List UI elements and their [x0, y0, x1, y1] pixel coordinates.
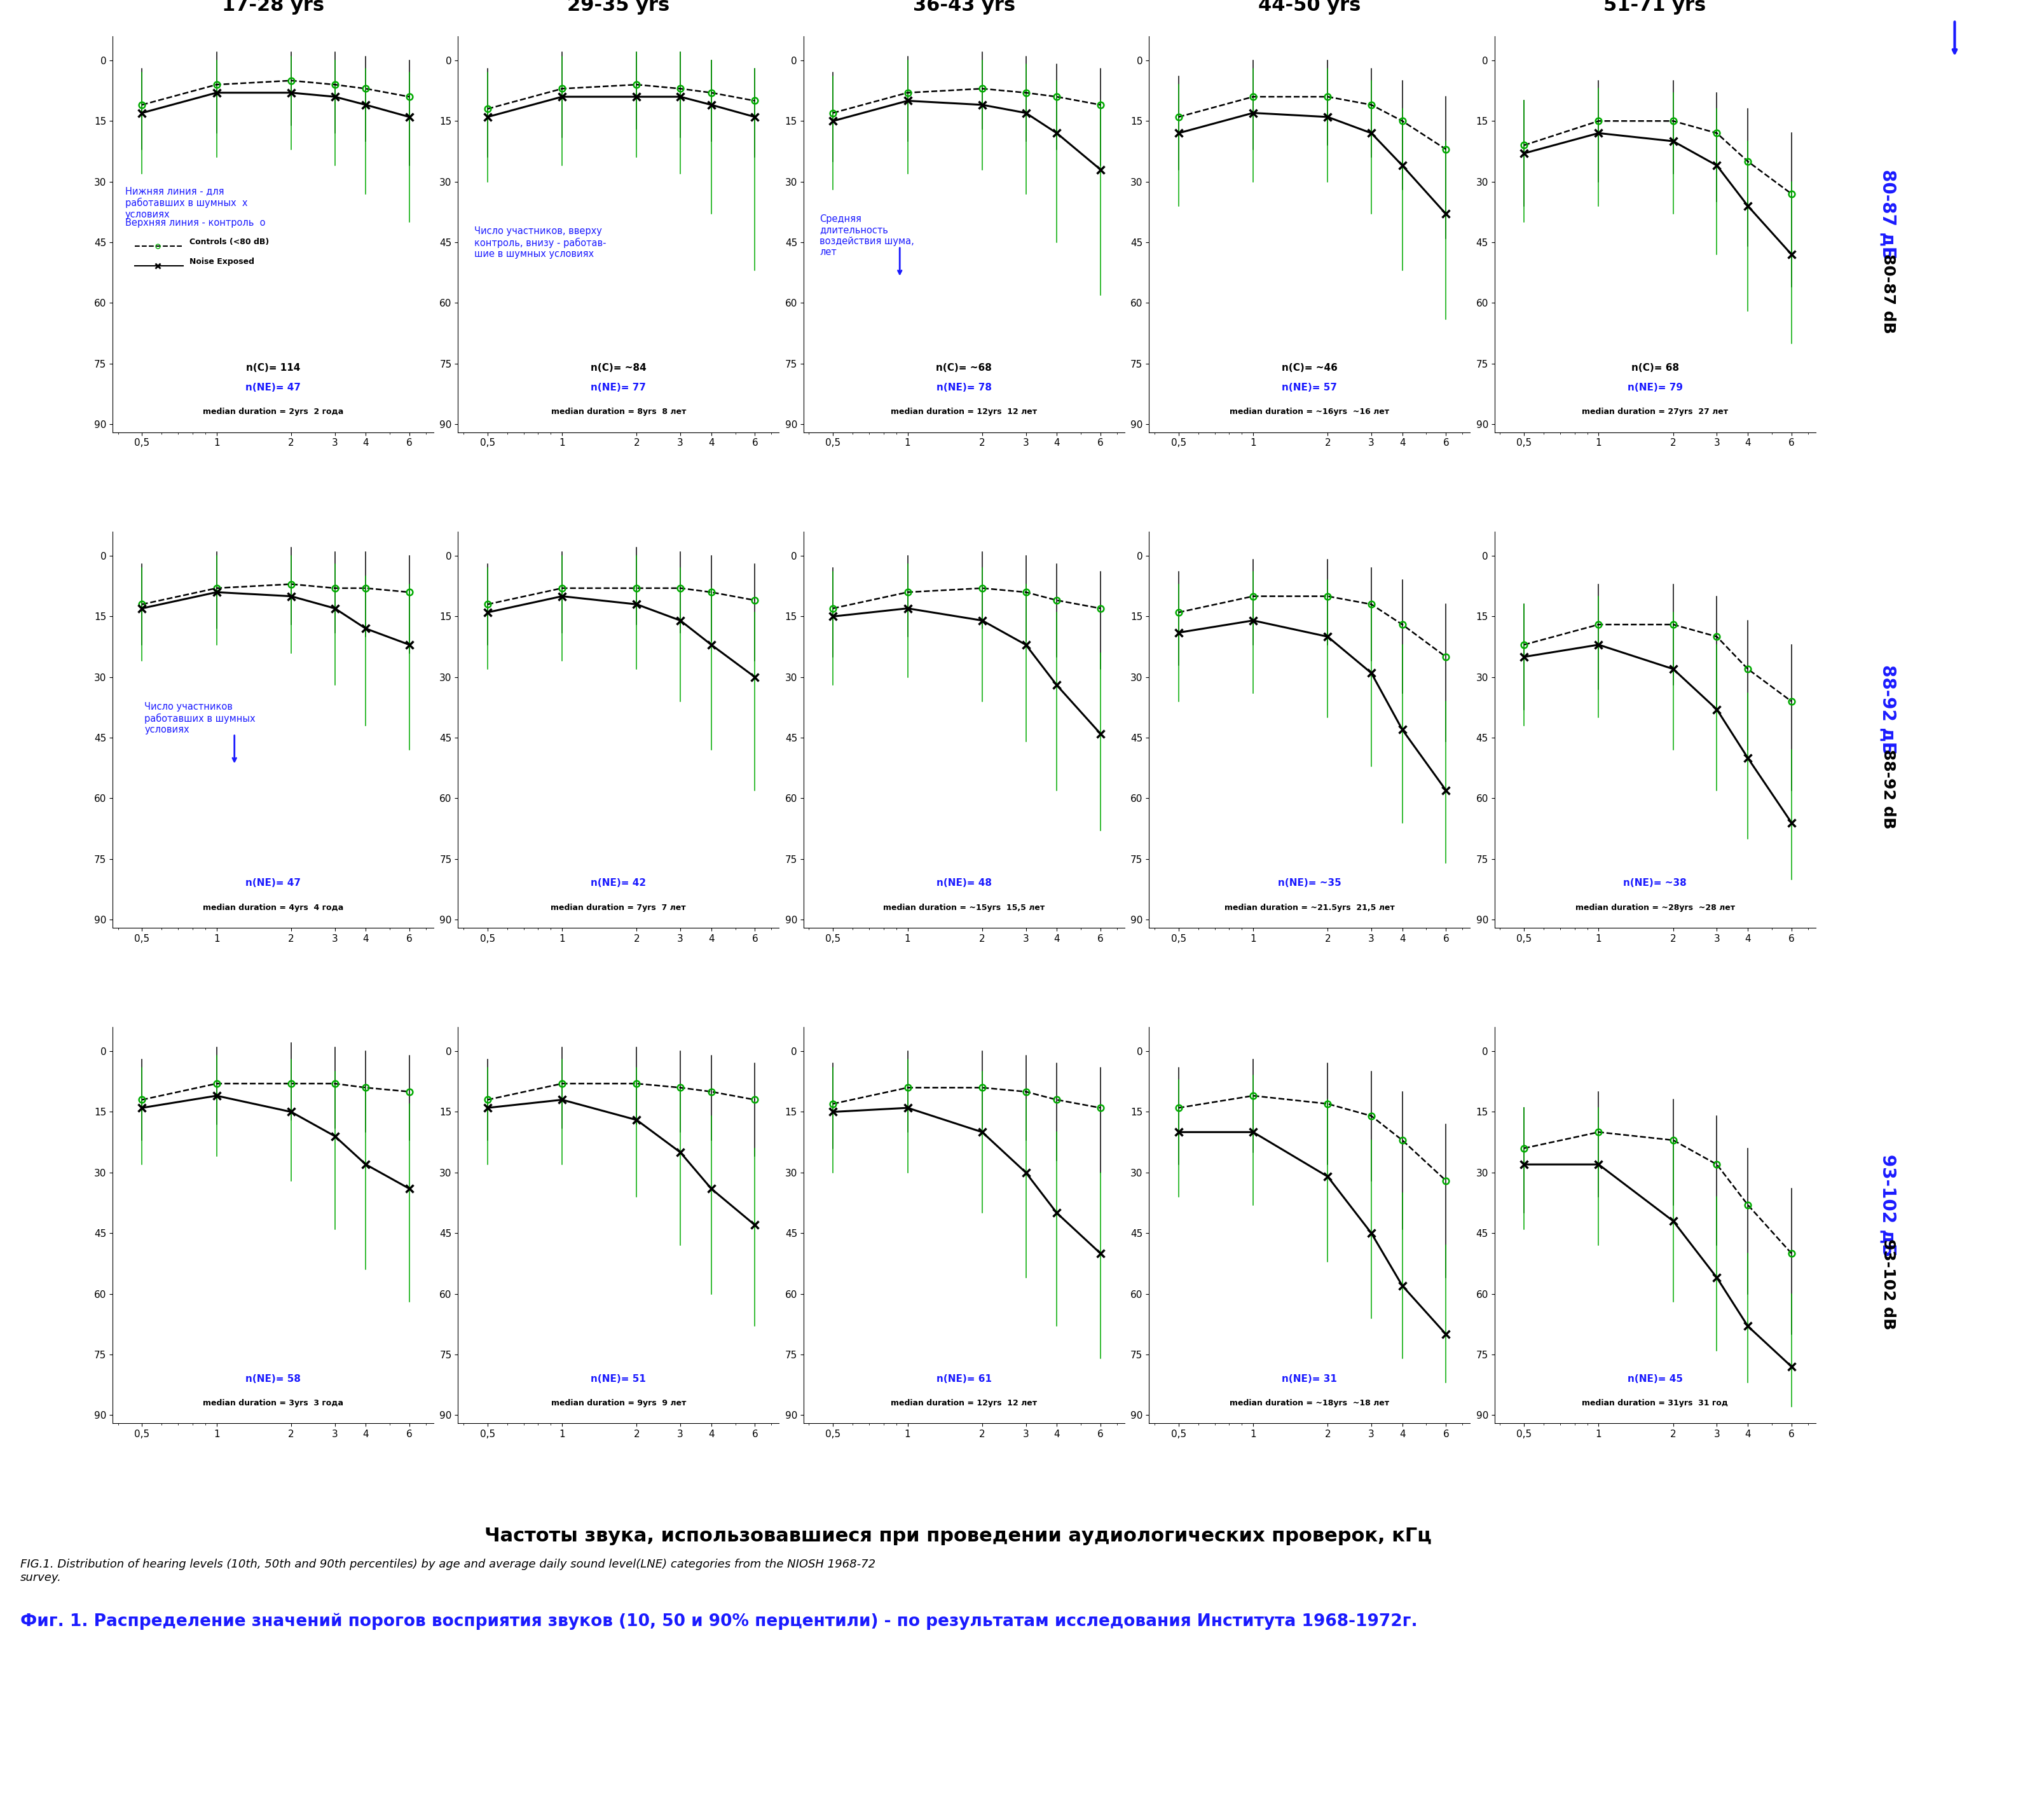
Text: 88-92 dB: 88-92 dB [1880, 749, 1895, 829]
Text: 93-102 дБ: 93-102 дБ [1878, 1154, 1897, 1257]
Text: n(NE)= 58: n(NE)= 58 [245, 1374, 300, 1383]
Text: n(NE)= 79: n(NE)= 79 [1627, 383, 1682, 392]
Text: n(C)= ~68: n(C)= ~68 [936, 363, 991, 372]
Text: 36-43 yrs: 36-43 yrs [912, 0, 1016, 14]
Text: 51-71 yrs: 51-71 yrs [1602, 0, 1705, 14]
Text: median duration = ~21.5yrs  21,5 лет: median duration = ~21.5yrs 21,5 лет [1224, 903, 1394, 912]
Text: median duration = 12yrs  12 лет: median duration = 12yrs 12 лет [891, 408, 1036, 415]
Text: n(NE)= 77: n(NE)= 77 [591, 383, 646, 392]
Text: Фиг. 1. Распределение значений порогов восприятия звуков (10, 50 и 90% перцентил: Фиг. 1. Распределение значений порогов в… [20, 1613, 1416, 1629]
Text: median duration = ~28yrs  ~28 лет: median duration = ~28yrs ~28 лет [1574, 903, 1733, 912]
Text: Верхняя линия - контроль  о: Верхняя линия - контроль о [125, 219, 266, 228]
Text: n(NE)= 57: n(NE)= 57 [1282, 383, 1337, 392]
Text: n(C)= ~84: n(C)= ~84 [591, 363, 646, 372]
Text: Noise Exposed: Noise Exposed [190, 258, 253, 265]
Text: 44-50 yrs: 44-50 yrs [1257, 0, 1361, 14]
Text: median duration = 8yrs  8 лет: median duration = 8yrs 8 лет [550, 408, 685, 415]
Text: median duration = ~16yrs  ~16 лет: median duration = ~16yrs ~16 лет [1228, 408, 1388, 415]
Text: median duration = 12yrs  12 лет: median duration = 12yrs 12 лет [891, 1400, 1036, 1407]
Text: n(NE)= 45: n(NE)= 45 [1627, 1374, 1682, 1383]
Text: n(NE)= 42: n(NE)= 42 [591, 878, 646, 889]
Text: 93-102 dB: 93-102 dB [1880, 1239, 1895, 1329]
Text: n(NE)= 47: n(NE)= 47 [245, 878, 300, 889]
Text: median duration = 9yrs  9 лет: median duration = 9yrs 9 лет [550, 1400, 685, 1407]
Text: median duration = ~15yrs  15,5 лет: median duration = ~15yrs 15,5 лет [883, 903, 1044, 912]
Text: n(C)= 114: n(C)= 114 [245, 363, 300, 372]
Text: n(C)= ~46: n(C)= ~46 [1282, 363, 1337, 372]
Text: n(NE)= ~38: n(NE)= ~38 [1623, 878, 1686, 889]
Text: n(C)= 68: n(C)= 68 [1631, 363, 1678, 372]
Text: median duration = 7yrs  7 лет: median duration = 7yrs 7 лет [550, 903, 687, 912]
Text: n(NE)= 78: n(NE)= 78 [936, 383, 991, 392]
Text: n(NE)= ~35: n(NE)= ~35 [1278, 878, 1341, 889]
Text: median duration = 2yrs  2 года: median duration = 2yrs 2 года [202, 408, 343, 415]
Text: Controls (<80 dB): Controls (<80 dB) [190, 238, 270, 246]
Text: n(NE)= 31: n(NE)= 31 [1282, 1374, 1337, 1383]
Text: Средняя
длительность
воздействия шума,
лет: Средняя длительность воздействия шума, л… [820, 215, 914, 256]
Text: 80-87 дБ: 80-87 дБ [1878, 170, 1897, 260]
Text: Число участников, вверху
контроль, внизу - работав-
шие в шумных условиях: Число участников, вверху контроль, внизу… [474, 226, 605, 258]
Text: FIG.1. Distribution of hearing levels (10th, 50th and 90th percentiles) by age a: FIG.1. Distribution of hearing levels (1… [20, 1559, 875, 1584]
Text: median duration = 4yrs  4 года: median duration = 4yrs 4 года [202, 903, 343, 912]
Text: n(NE)= 47: n(NE)= 47 [245, 383, 300, 392]
Text: 17-28 yrs: 17-28 yrs [221, 0, 325, 14]
Text: median duration = 3yrs  3 года: median duration = 3yrs 3 года [202, 1400, 343, 1407]
Text: Число участников
работавших в шумных
условиях: Число участников работавших в шумных усл… [145, 703, 256, 735]
Text: median duration = 27yrs  27 лет: median duration = 27yrs 27 лет [1582, 408, 1727, 415]
Text: 88-92 дБ: 88-92 дБ [1878, 665, 1897, 755]
Text: median duration = 31yrs  31 год: median duration = 31yrs 31 год [1582, 1400, 1727, 1407]
Text: Частоты звука, использовавшиеся при проведении аудиологических проверок, кГц: Частоты звука, использовавшиеся при пров… [484, 1528, 1431, 1546]
Text: n(NE)= 48: n(NE)= 48 [936, 878, 991, 889]
Text: 80-87 dB: 80-87 dB [1880, 253, 1895, 334]
Text: n(NE)= 61: n(NE)= 61 [936, 1374, 991, 1383]
Text: 29-35 yrs: 29-35 yrs [566, 0, 670, 14]
Text: Нижняя линия - для
работавших в шумных  х
условиях: Нижняя линия - для работавших в шумных х… [125, 186, 247, 219]
Text: median duration = ~18yrs  ~18 лет: median duration = ~18yrs ~18 лет [1228, 1400, 1388, 1407]
Text: n(NE)= 51: n(NE)= 51 [591, 1374, 646, 1383]
